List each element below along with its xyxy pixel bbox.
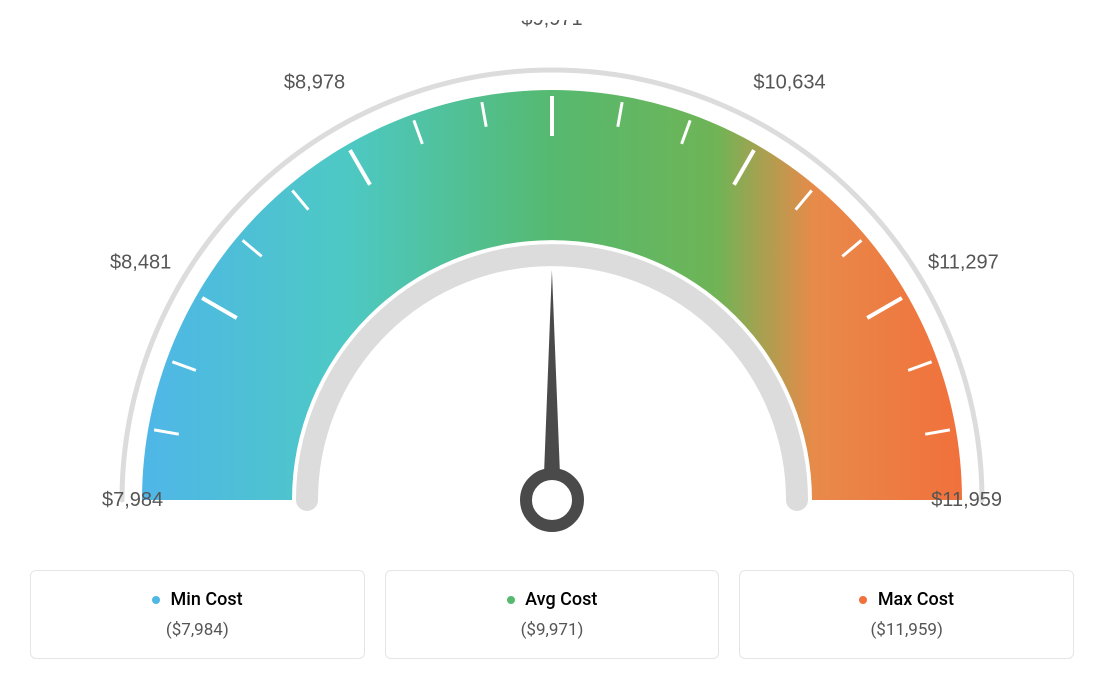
legend-card-min: Min Cost ($7,984)	[30, 570, 365, 659]
legend-row: Min Cost ($7,984) Avg Cost ($9,971) Max …	[20, 570, 1084, 659]
gauge-svg-container: $7,984 $8,481 $8,978 $9,971 $10,634 $11,297 $1…	[20, 20, 1084, 560]
svg-text:$9,971: $9,971	[521, 20, 582, 30]
legend-card-avg: Avg Cost ($9,971)	[385, 570, 720, 659]
legend-title-min: Min Cost	[41, 589, 354, 610]
legend-dot-max	[859, 596, 867, 604]
svg-text:$7,984: $7,984	[102, 489, 163, 511]
legend-title-max: Max Cost	[750, 589, 1063, 610]
svg-text:$11,959: $11,959	[931, 489, 1002, 511]
legend-dot-min	[152, 596, 160, 604]
gauge-svg: $7,984 $8,481 $8,978 $9,971 $10,634 $11,297 $1…	[20, 20, 1084, 560]
legend-value-avg: ($9,971)	[396, 620, 709, 640]
legend-label-max: Max Cost	[878, 589, 954, 610]
legend-label-avg: Avg Cost	[525, 589, 597, 610]
legend-value-max: ($11,959)	[750, 620, 1063, 640]
cost-gauge-chart: $7,984 $8,481 $8,978 $9,971 $10,634 $11,297 $1…	[20, 20, 1084, 659]
svg-text:$10,634: $10,634	[753, 72, 825, 94]
svg-text:$8,978: $8,978	[284, 72, 345, 94]
legend-title-avg: Avg Cost	[396, 589, 709, 610]
legend-dot-avg	[507, 596, 515, 604]
legend-card-max: Max Cost ($11,959)	[739, 570, 1074, 659]
svg-text:$8,481: $8,481	[110, 252, 171, 274]
legend-value-min: ($7,984)	[41, 620, 354, 640]
legend-label-min: Min Cost	[171, 589, 243, 610]
svg-text:$11,297: $11,297	[928, 252, 999, 274]
